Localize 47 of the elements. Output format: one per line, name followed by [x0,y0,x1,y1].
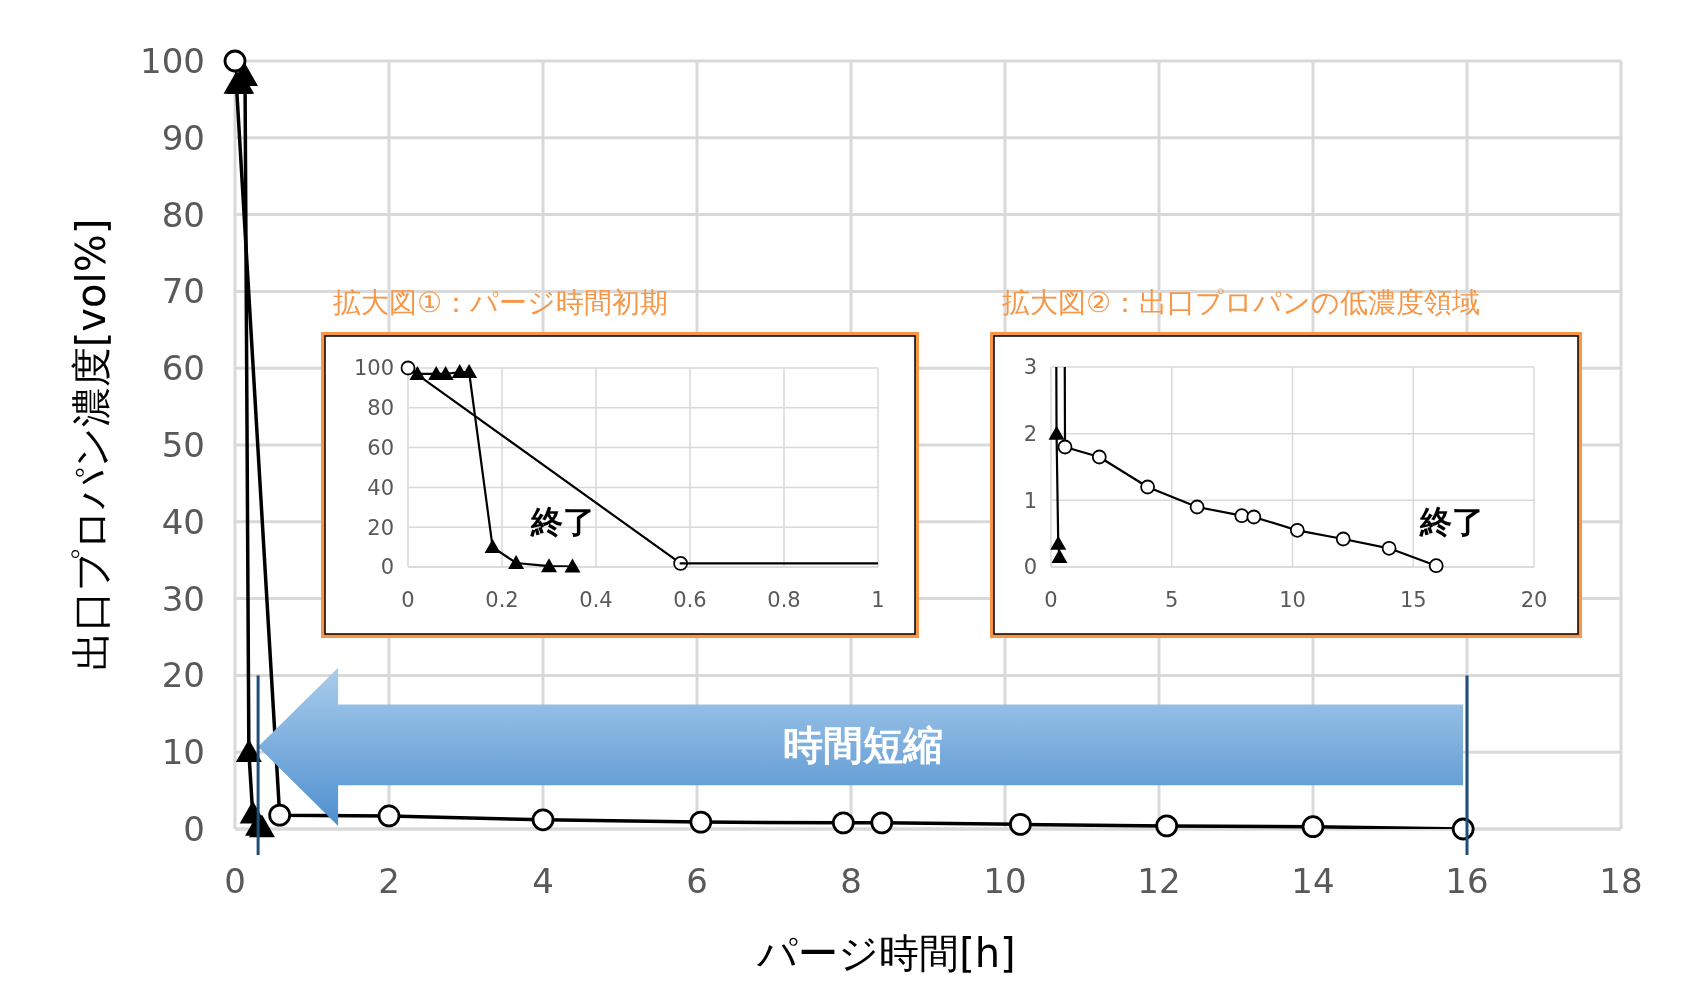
x-tick-label: 8 [840,861,862,901]
y-tick-label: 40 [161,501,205,542]
y-tick-label: 20 [161,655,205,696]
annotation: 終了 [1418,503,1484,541]
x-tick-label: 6 [686,861,708,901]
chart-title: 拡大図②：出口プロパンの低濃度領域 [1002,286,1481,319]
chart-title: 拡大図①：パージ時間初期 [333,286,669,319]
x-tick-label: 0.6 [673,588,707,612]
x-tick-label: 20 [1520,588,1548,612]
x-tick-label: 16 [1445,861,1489,901]
x-tick-label: 0.8 [767,588,801,612]
y-tick-label: 40 [367,475,394,500]
x-tick-label: 15 [1399,588,1427,612]
x-axis-title: パージ時間[h] [756,930,1016,976]
y-tick-label: 60 [367,435,394,460]
y-tick-label: 1 [1023,488,1037,513]
y-tick-label: 20 [367,515,394,540]
x-tick-label: 0 [224,861,246,901]
x-tick-label: 18 [1599,861,1643,901]
x-tick-label: 12 [1137,861,1181,901]
x-tick-label: 4 [532,861,554,901]
y-axis-title: 出口プロパン濃度[vol%] [68,218,114,672]
x-tick-label: 10 [1279,588,1306,612]
y-tick-label: 60 [161,348,205,389]
y-tick-label: 0 [1023,555,1037,580]
annotation: 終了 [530,503,596,542]
y-tick-label: 100 [140,40,205,81]
y-tick-label: 30 [161,578,205,619]
x-tick-label: 14 [1291,861,1335,901]
x-tick-label: 0.4 [579,588,613,612]
y-tick-label: 80 [161,194,205,235]
y-tick-label: 2 [1023,422,1037,447]
y-tick-label: 70 [161,271,205,312]
x-tick-label: 0.2 [485,588,519,612]
y-tick-label: 0 [183,808,205,849]
y-tick-label: 0 [380,555,394,580]
x-tick-label: 0 [1044,588,1058,612]
y-tick-label: 3 [1023,355,1037,380]
y-tick-label: 10 [161,732,205,773]
y-tick-label: 100 [353,356,394,381]
y-tick-label: 50 [161,424,205,465]
y-tick-label: 80 [367,396,394,421]
annotation: 時間短縮 [782,721,943,768]
y-tick-label: 90 [161,117,205,158]
x-tick-label: 5 [1165,588,1179,612]
x-tick-label: 1 [871,588,885,612]
x-tick-label: 0 [401,588,415,612]
